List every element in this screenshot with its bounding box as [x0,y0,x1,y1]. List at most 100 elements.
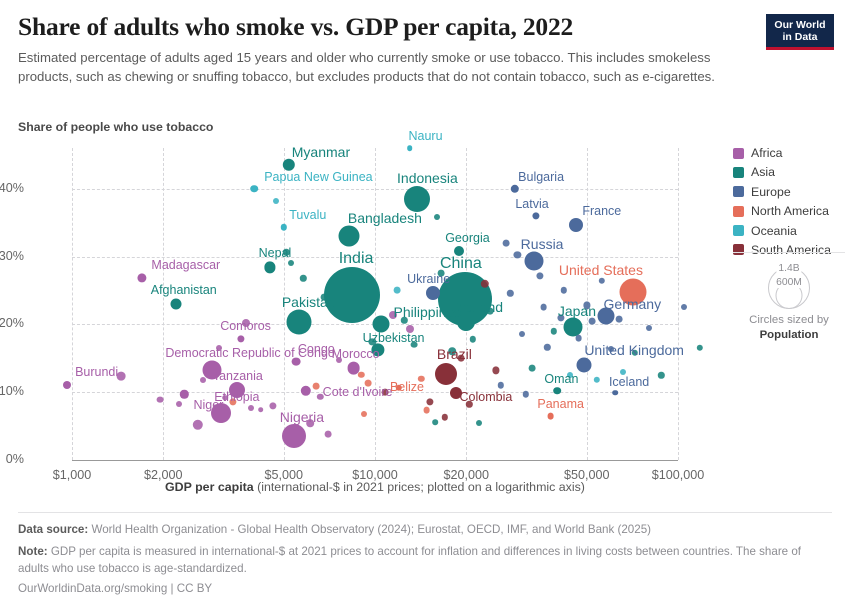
scatter-point[interactable] [547,412,555,420]
scatter-point[interactable] [269,402,277,410]
scatter-point[interactable] [372,315,390,333]
scatter-point[interactable] [258,407,264,413]
scatter-point[interactable] [510,184,520,193]
scatter-point[interactable] [543,344,551,351]
scatter-point[interactable] [563,317,583,337]
scatter-point[interactable] [469,336,476,343]
scatter-point[interactable] [264,261,276,273]
scatter-point[interactable] [435,362,458,385]
scatter-point[interactable] [532,212,540,220]
scatter-point[interactable] [540,303,547,311]
scatter-point[interactable] [210,403,231,424]
continent-legend[interactable]: Africa Asia Europe North America Oceania Sout… [733,146,850,262]
scatter-point[interactable] [457,312,476,331]
scatter-point[interactable] [437,269,445,277]
scatter-point[interactable] [300,385,311,397]
scatter-point[interactable] [199,376,206,383]
scatter-point[interactable] [228,382,245,399]
scatter-point[interactable] [215,345,222,352]
scatter-point[interactable] [423,406,430,414]
scatter-point[interactable] [620,368,627,375]
scatter-point[interactable] [507,289,514,297]
scatter-point[interactable] [560,287,568,294]
scatter-point[interactable] [291,357,301,367]
scatter-point[interactable] [607,345,614,352]
scatter-point[interactable] [312,382,320,390]
scatter-point[interactable] [568,218,583,233]
legend-item-asia[interactable]: Asia [733,165,850,179]
scatter-point[interactable] [281,423,306,448]
scatter-point[interactable] [395,384,403,392]
scatter-point[interactable] [389,310,398,319]
scatter-point[interactable] [491,366,500,375]
legend-item-north-america[interactable]: North America [733,204,850,218]
scatter-point[interactable] [411,341,418,349]
scatter-point[interactable] [454,246,465,257]
scatter-point[interactable] [681,303,688,310]
scatter-point[interactable] [401,317,408,324]
scatter-point[interactable] [696,344,703,352]
scatter-point[interactable] [393,286,401,294]
scatter-point[interactable] [229,398,237,406]
scatter-point[interactable] [335,356,342,363]
scatter-point[interactable] [272,197,279,204]
scatter-point[interactable] [566,371,573,378]
scatter-point[interactable] [631,349,638,357]
scatter-point[interactable] [615,315,623,323]
scatter-point[interactable] [480,279,489,288]
footer-link[interactable]: OurWorldinData.org/smoking | CC BY [18,582,213,596]
scatter-point[interactable] [457,354,465,362]
scatter-point[interactable] [283,249,290,256]
scatter-point[interactable] [502,239,510,247]
scatter-point[interactable] [116,371,126,381]
scatter-point[interactable] [598,277,605,285]
scatter-point[interactable] [320,293,328,301]
scatter-point[interactable] [222,394,228,401]
scatter-point[interactable] [536,271,544,280]
scatter-point[interactable] [550,327,558,335]
scatter-point[interactable] [170,298,182,310]
scatter-point[interactable] [371,343,385,357]
scatter-point[interactable] [441,414,449,421]
scatter-point[interactable] [347,361,361,375]
scatter-point[interactable] [433,214,440,221]
scatter-point[interactable] [364,379,372,387]
scatter-point[interactable] [593,376,601,384]
scatter-point[interactable] [137,273,147,283]
scatter-point[interactable] [175,400,182,407]
legend-item-oceania[interactable]: Oceania [733,224,850,238]
scatter-point[interactable] [497,382,504,389]
scatter-point[interactable] [518,330,525,337]
scatter-point[interactable] [62,381,71,390]
scatter-point[interactable] [236,335,245,343]
scatter-point[interactable] [381,388,389,396]
scatter-point[interactable] [192,419,203,430]
scatter-point[interactable] [575,334,583,342]
scatter-point[interactable] [588,317,596,325]
scatter-point[interactable] [425,286,440,301]
scatter-point[interactable] [657,372,665,379]
scatter-point[interactable] [156,396,164,404]
scatter-point[interactable] [368,338,376,346]
scatter-point[interactable] [241,318,250,327]
scatter-point[interactable] [406,145,413,151]
scatter-point[interactable] [288,260,295,267]
scatter-point[interactable] [524,251,544,271]
scatter-point[interactable] [361,410,368,417]
scatter-point[interactable] [202,360,222,380]
scatter-point[interactable] [404,185,431,212]
scatter-point[interactable] [282,158,296,172]
scatter-point[interactable] [522,391,530,398]
scatter-point[interactable] [475,419,482,426]
scatter-point[interactable] [248,404,255,411]
scatter-point[interactable] [597,307,615,325]
scatter-point[interactable] [324,430,332,438]
legend-item-europe[interactable]: Europe [733,185,850,199]
scatter-point[interactable] [553,387,562,395]
scatter-point[interactable] [306,419,314,428]
scatter-point[interactable] [486,307,494,315]
scatter-point[interactable] [405,325,414,334]
scatter-point[interactable] [645,325,652,332]
scatter-point[interactable] [317,393,324,401]
owid-logo[interactable]: Our World in Data [766,14,834,50]
